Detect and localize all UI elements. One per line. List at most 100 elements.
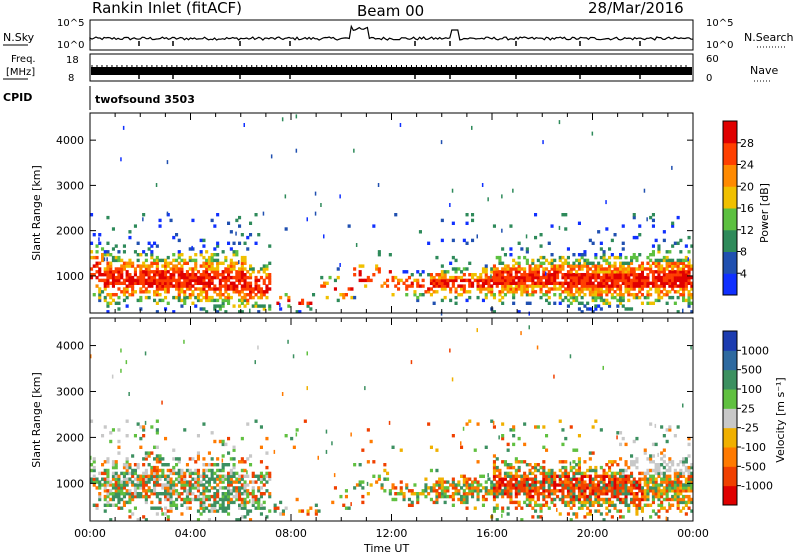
velocity-cell	[435, 492, 439, 496]
power-cell	[142, 290, 146, 294]
velocity-cell	[144, 489, 148, 493]
velocity-cell	[528, 489, 532, 493]
velocity-speck	[501, 513, 503, 518]
velocity-cell	[246, 474, 250, 478]
power-cell	[671, 258, 675, 263]
power-cell	[177, 267, 181, 271]
power-cell	[564, 278, 568, 283]
power-cell	[128, 230, 132, 234]
power-cell	[684, 270, 688, 274]
velocity-cell	[133, 486, 137, 490]
velocity-cell	[649, 454, 653, 458]
power-cell	[569, 270, 573, 274]
velocity-cell	[605, 512, 609, 516]
power-cell	[259, 295, 263, 300]
power-cell	[682, 273, 686, 277]
velocity-cell	[111, 494, 115, 499]
velocity-cell	[676, 483, 680, 487]
power-cell	[180, 270, 184, 274]
power-cell	[166, 278, 170, 283]
power-cell	[558, 293, 562, 297]
power-cell	[114, 244, 118, 248]
velocity-cell	[651, 460, 655, 464]
power-cell	[117, 287, 121, 291]
power-cell	[106, 281, 110, 285]
power-cell	[690, 301, 694, 305]
velocity-cell	[227, 436, 231, 441]
power-cell	[196, 287, 200, 291]
velocity-cell	[654, 471, 658, 476]
power-cell	[660, 290, 664, 294]
power-cell	[142, 270, 146, 274]
velocity-cell	[468, 489, 472, 493]
power-cell	[122, 281, 126, 285]
velocity-cell	[232, 474, 236, 478]
power-cell	[133, 278, 137, 283]
power-cell	[106, 273, 110, 277]
power-cell	[128, 264, 132, 268]
power-cell	[630, 258, 634, 263]
velocity-cell	[531, 477, 535, 481]
power-cell	[251, 304, 255, 308]
power-cell	[101, 255, 105, 260]
velocity-cell	[462, 489, 466, 493]
velocity-cell	[583, 500, 587, 505]
velocity-cell	[131, 483, 135, 487]
power-cell	[556, 287, 560, 291]
power-cell	[180, 267, 184, 271]
velocity-cell	[196, 497, 200, 502]
velocity-cell	[131, 454, 135, 458]
velocity-cell	[566, 483, 570, 487]
power-cell	[111, 284, 115, 288]
power-cell	[150, 255, 154, 260]
velocity-cell	[153, 480, 157, 484]
power-cell	[196, 281, 200, 285]
velocity-cell	[476, 489, 480, 493]
power-cell	[205, 267, 209, 271]
velocity-cell	[498, 480, 502, 484]
velocity-cell	[109, 503, 113, 507]
velocity-cell	[125, 468, 129, 473]
power-cell	[421, 293, 425, 297]
power-cell	[575, 273, 579, 277]
power-cell	[227, 270, 231, 274]
velocity-cell	[649, 477, 653, 481]
velocity-cell	[621, 500, 625, 505]
power-colorbar-swatch	[723, 229, 737, 252]
velocity-cell	[635, 436, 639, 441]
power-cell	[240, 273, 244, 277]
power-cell	[166, 301, 170, 305]
velocity-cell	[465, 477, 469, 481]
power-cell	[528, 278, 532, 283]
power-cell	[558, 295, 562, 300]
power-cell	[627, 275, 631, 280]
power-cell	[668, 284, 672, 288]
velocity-cell	[399, 486, 403, 490]
power-cell	[588, 267, 592, 271]
velocity-cell	[202, 457, 206, 461]
velocity-cell	[147, 489, 151, 493]
velocity-cell	[265, 451, 269, 455]
power-cell	[224, 267, 228, 271]
velocity-cell	[476, 483, 480, 487]
velocity-cell	[131, 497, 135, 502]
power-cell	[210, 275, 214, 280]
velocity-cell	[503, 460, 507, 464]
velocity-cell	[684, 483, 688, 487]
power-cell	[216, 267, 220, 271]
power-cell	[139, 307, 143, 311]
power-cell	[421, 284, 425, 288]
velocity-cell	[246, 489, 250, 493]
power-cell	[619, 298, 623, 303]
velocity-cell	[111, 483, 115, 487]
power-cell	[501, 247, 505, 251]
velocity-cell	[660, 480, 664, 484]
power-cell	[265, 273, 269, 277]
velocity-cell	[506, 483, 510, 487]
power-cell	[185, 287, 189, 291]
velocity-cell	[610, 500, 614, 505]
power-cell	[262, 278, 266, 283]
velocity-cell	[106, 460, 110, 464]
power-cell	[566, 264, 570, 268]
power-cell	[465, 213, 469, 217]
